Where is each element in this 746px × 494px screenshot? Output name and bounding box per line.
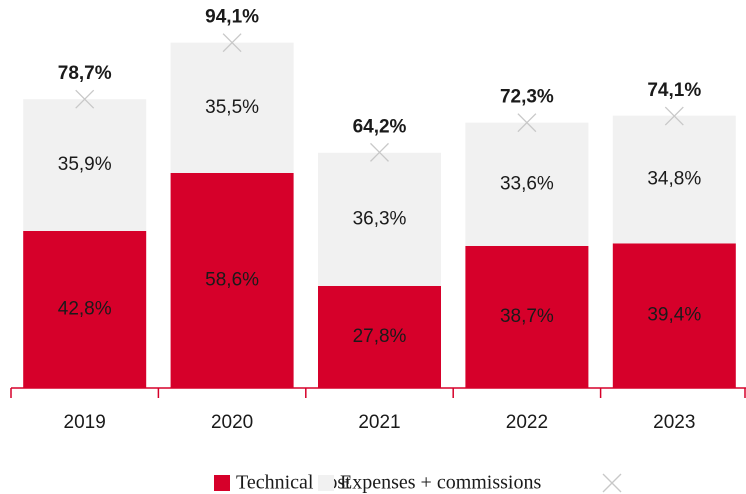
x-tick-label: 2019 <box>64 412 106 433</box>
bar-segment <box>318 285 441 388</box>
x-tick-label: 2022 <box>506 412 548 433</box>
x-stroke <box>517 113 537 133</box>
x-marker <box>222 33 242 53</box>
bar-segment <box>23 99 147 231</box>
segment-label: 27,8% <box>353 326 407 347</box>
x-marker <box>602 473 622 493</box>
bar-segment <box>170 42 294 173</box>
segment-label: 58,6% <box>205 269 259 290</box>
total-label: 94,1% <box>205 7 259 28</box>
segment-label: 35,9% <box>58 154 112 175</box>
legend-swatch <box>318 475 334 491</box>
x-tick-label: 2021 <box>358 412 400 433</box>
total-label: 64,2% <box>353 116 407 137</box>
x-marker <box>370 142 389 162</box>
segment-label: 34,8% <box>647 169 701 190</box>
segment-label: 38,7% <box>500 306 554 327</box>
bar-segment <box>23 230 147 388</box>
legend-label: Expenses + commissions <box>340 472 541 494</box>
bar-segment <box>465 245 589 388</box>
segment-label: 35,5% <box>205 97 259 118</box>
total-label: 78,7% <box>58 63 112 84</box>
x-stroke <box>75 89 95 109</box>
x-stroke <box>664 106 684 126</box>
bar-segment <box>612 115 736 244</box>
bar-segment <box>465 122 589 246</box>
legend-swatch <box>214 475 230 491</box>
segment-label: 39,4% <box>647 305 701 326</box>
x-tick-label: 2023 <box>653 412 695 433</box>
bar-segment <box>318 152 441 286</box>
x-marker <box>517 113 537 133</box>
x-stroke <box>602 473 622 493</box>
x-marker <box>75 89 95 109</box>
x-tick-label: 2020 <box>211 412 253 433</box>
x-stroke <box>370 142 389 162</box>
segment-label: 42,8% <box>58 298 112 319</box>
total-label: 72,3% <box>500 87 554 108</box>
segment-label: 33,6% <box>500 173 554 194</box>
bar-segment <box>612 243 736 388</box>
x-stroke <box>222 33 242 53</box>
x-marker <box>664 106 684 126</box>
total-label: 74,1% <box>647 80 701 101</box>
segment-label: 36,3% <box>353 208 407 229</box>
bar-segment <box>170 172 294 388</box>
